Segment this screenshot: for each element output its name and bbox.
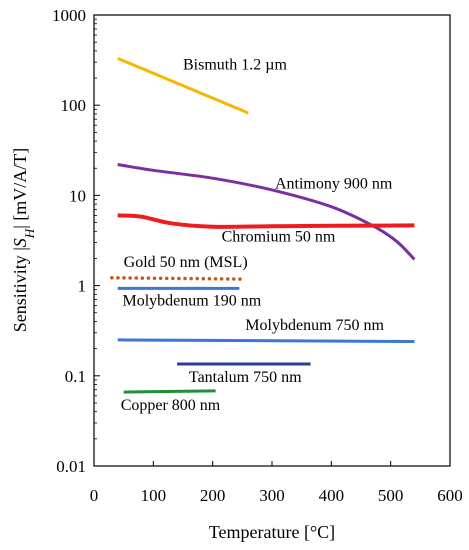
y-tick-label: 10 (69, 186, 86, 205)
x-tick-label: 100 (141, 486, 167, 505)
series-annotation: Bismuth 1.2 µm (183, 56, 287, 73)
series-annotation: Tantalum 750 nm (189, 369, 302, 386)
series-line-5 (117, 338, 415, 343)
series-annotation: Molybdenum 190 nm (122, 293, 261, 310)
y-tick-label: 1000 (52, 6, 86, 25)
x-tick-label: 300 (259, 486, 285, 505)
series-annotation: Gold 50 nm (MSL) (124, 254, 248, 271)
x-tick-label: 0 (90, 486, 99, 505)
y-tick-label: 0.01 (56, 457, 86, 476)
series-line-3 (110, 276, 245, 281)
x-tick-label: 200 (200, 486, 226, 505)
x-axis-ticks: 0 100 200 300 400 500 600 (90, 461, 463, 505)
series-layer (110, 57, 416, 394)
series-annotation: Antimony 900 nm (275, 175, 393, 192)
series-line-2 (117, 213, 415, 229)
y-tick-label: 100 (61, 96, 87, 115)
series-line-0 (117, 57, 249, 115)
series-line-1 (117, 163, 416, 261)
series-annotation: Copper 800 nm (121, 397, 221, 414)
y-axis-ticks: 0.01 0.1 1 10 100 1000 (52, 6, 100, 476)
x-tick-label: 500 (378, 486, 404, 505)
series-annotation: Molybdenum 750 nm (245, 317, 384, 334)
y-tick-label: 1 (78, 277, 87, 296)
y-axis-title: Sensitivity |SH| [mV/A/T] (10, 148, 37, 333)
x-axis-title: Temperature [°C] (209, 522, 335, 542)
y-tick-label: 0.1 (65, 367, 86, 386)
series-annotation: Chromium 50 nm (222, 228, 336, 245)
annotation-layer: Bismuth 1.2 µm Antimony 900 nm Chromium 50… (121, 56, 393, 413)
series-line-7 (123, 389, 216, 394)
x-tick-label: 400 (319, 486, 345, 505)
x-tick-label: 600 (437, 486, 463, 505)
